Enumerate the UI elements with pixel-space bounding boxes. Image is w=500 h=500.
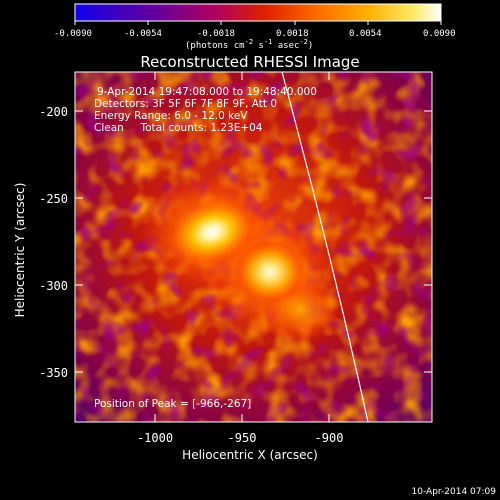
y-tick-label: -200	[39, 105, 68, 119]
detectors-info: Detectors: 3F 5F 6F 7F 8F 9F, Att 0	[94, 98, 277, 110]
plot-title: Reconstructed RHESSI Image	[140, 53, 359, 71]
x-axis-title: Heliocentric X (arcsec)	[182, 448, 318, 462]
axis-ticks	[75, 72, 432, 422]
colorbar-units: (photons cm-2 s-1 asec-2)	[185, 38, 313, 51]
y-tick-label: -300	[39, 279, 68, 293]
colorbar-ticks	[74, 21, 442, 25]
colorbar-tick-label: 0.0090	[423, 29, 456, 39]
y-tick-label: -250	[39, 192, 68, 206]
source-north	[167, 197, 257, 267]
energy-range: Energy Range: 6.0 - 12.0 keV	[94, 110, 248, 122]
image-area	[75, 72, 432, 422]
y-axis-title: Heliocentric Y (arcsec)	[13, 183, 27, 318]
solar-limb	[281, 72, 369, 422]
colorbar-gradient	[74, 3, 442, 22]
generated-timestamp: 10-Apr-2014 07:09	[412, 487, 497, 497]
source-south	[234, 240, 306, 304]
x-tick-label: -950	[228, 431, 257, 445]
x-tick-label: -900	[315, 431, 344, 445]
colorbar-tick-label: 0.0054	[349, 29, 382, 39]
colorbar-tick-label: -0.0018	[197, 29, 235, 39]
observation-time: 9-Apr-2014 19:47:08.000 to 19:48:40.000	[97, 86, 317, 98]
colorbar-tick-label: 0.0018	[276, 29, 309, 39]
colorbar-tick-label: -0.0054	[124, 29, 162, 39]
colorbar: -0.0090 -0.0054 -0.0018 0.0018 0.0054 0.…	[54, 3, 456, 51]
colorbar-tick-label: -0.0090	[54, 29, 92, 39]
x-tick-label: -1000	[137, 431, 173, 445]
y-tick-label: -350	[39, 366, 68, 380]
clean-total-counts: Clean Total counts: 1.23E+04	[94, 122, 263, 134]
peak-position: Position of Peak = [-966,-267]	[94, 398, 251, 410]
plot-frame	[74, 71, 433, 423]
